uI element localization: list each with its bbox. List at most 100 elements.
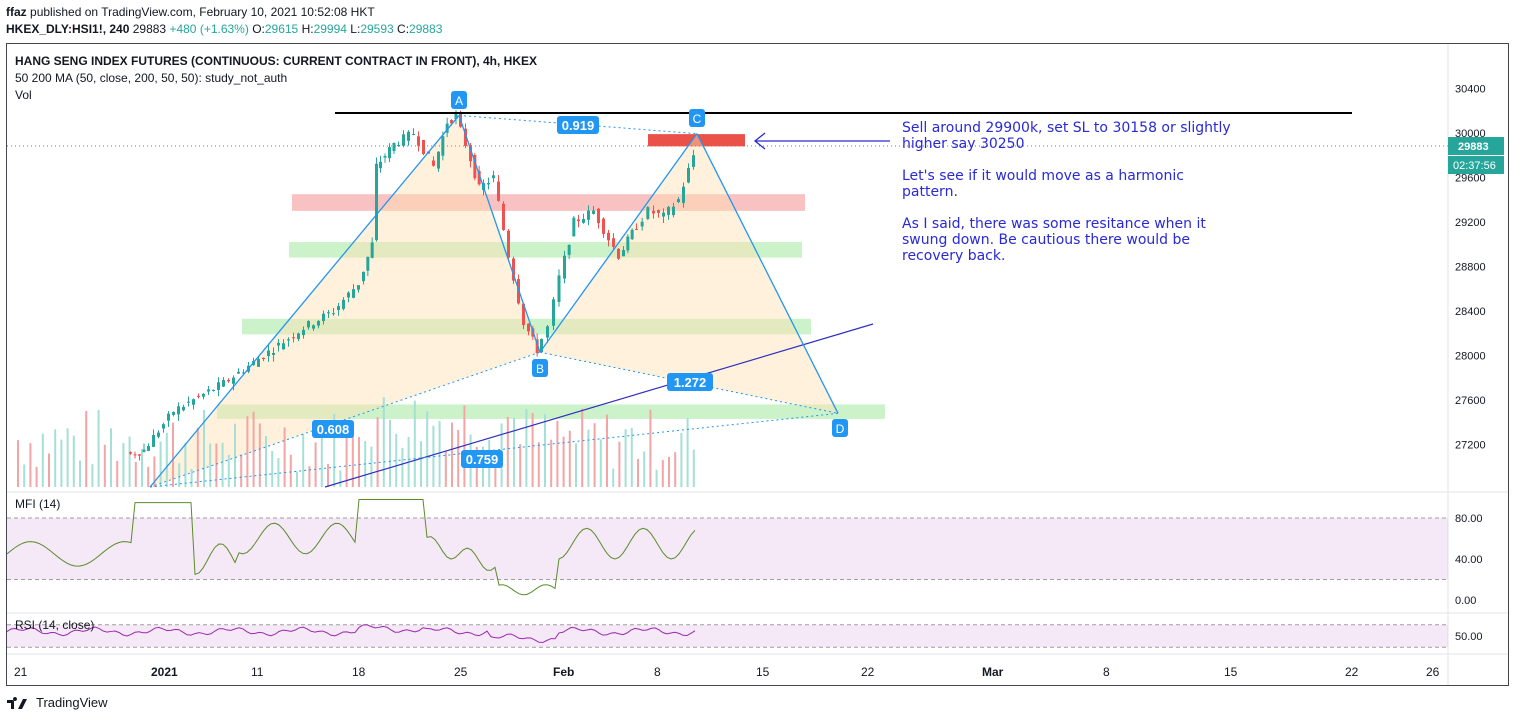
candle-body (157, 432, 160, 437)
volume-bar (227, 454, 230, 487)
volume-bar (203, 409, 205, 487)
volume-bar (531, 413, 534, 487)
volume-bar (382, 397, 385, 487)
trade-note: Sell around 29900k, set SL to 30158 or s… (902, 120, 1232, 280)
candle-body (527, 323, 530, 332)
volume-bar (165, 432, 168, 487)
time-tick-label: 8 (654, 665, 661, 679)
candle-body (432, 160, 435, 166)
candle-body (587, 210, 590, 220)
volume-bar (320, 433, 323, 487)
volume-bar (308, 466, 311, 487)
candle-body (417, 136, 420, 146)
volume-bar (141, 449, 143, 487)
candle-body (192, 399, 195, 405)
volume-bar (519, 444, 522, 487)
chart-canvas[interactable]: A B C D 0.919 0.608 1.272 0.759 30400 30000 29600 2… (7, 44, 1508, 685)
brand-name: TradingView (36, 695, 108, 710)
candle-body (383, 156, 387, 158)
price-tick-label: 30400 (1455, 84, 1486, 96)
volume-bar (35, 466, 38, 487)
volume-bar (258, 423, 261, 487)
zone-rect (648, 134, 745, 147)
candle-body (497, 181, 500, 201)
ma-legend[interactable]: 50 200 MA (50, close, 200, 50, 50): stud… (15, 71, 288, 85)
price-tick-label: 29600 (1455, 173, 1486, 185)
candle-body (552, 299, 555, 326)
volume-bar (97, 409, 100, 487)
volume-bar (60, 439, 63, 487)
volume-bar (128, 436, 131, 487)
ratio-label-ac: 0.919 (562, 118, 595, 133)
candle-body (464, 128, 467, 146)
time-tick-label: 21 (14, 665, 28, 679)
last-price-tag-bg (1448, 137, 1504, 156)
ratio-label-xb-bg (312, 420, 354, 438)
point-label-c-bg (689, 109, 705, 127)
candle-body (370, 242, 374, 258)
last-price-tag: 29883 (1458, 141, 1489, 153)
price-change: +480 (+1.63%) (169, 22, 249, 36)
time-tick-label: 8 (1103, 665, 1110, 679)
volume-bar (692, 449, 695, 487)
candle-body (667, 207, 670, 215)
volume-bar (339, 470, 342, 487)
point-label-c: C (693, 112, 702, 126)
author-name[interactable]: ffaz (6, 5, 27, 19)
price-tick-label: 28400 (1455, 306, 1486, 318)
candle-body (557, 275, 561, 302)
candle-body (312, 325, 315, 329)
pattern-fill-bcd (540, 133, 838, 414)
volume-bar (159, 441, 162, 487)
candle-body (563, 255, 566, 279)
high-label: H: (301, 22, 314, 36)
note-line-2: Let's see if it would move as a harmonic… (902, 168, 1184, 200)
candle-body (597, 208, 600, 224)
volume-bar (612, 468, 615, 487)
candle-body (388, 147, 391, 159)
tradingview-logo[interactable]: TradingView (6, 695, 108, 710)
volume-bar (668, 456, 670, 487)
candle-body (362, 271, 365, 282)
mfi-band (7, 518, 1448, 580)
point-label-a-bg (451, 91, 467, 109)
volume-bar (41, 433, 44, 487)
candle-body (242, 372, 245, 374)
candle-body (622, 249, 625, 257)
candle-body (392, 142, 396, 152)
candle-body (512, 258, 515, 281)
ratio-label-bd: 1.272 (674, 375, 707, 390)
volume-bar (103, 444, 106, 487)
candle-body (507, 230, 510, 258)
point-label-d-bg (832, 419, 848, 437)
candle-body (687, 167, 690, 183)
zone-rect (242, 318, 811, 335)
volume-bar (599, 439, 602, 487)
volume-bar (606, 414, 608, 487)
volume-bar (172, 422, 174, 487)
candle-body (352, 289, 355, 298)
volume-bar (680, 433, 683, 487)
vol-legend[interactable]: Vol (15, 88, 32, 102)
candle-body (692, 155, 695, 167)
volume-bar (444, 451, 447, 487)
pattern-leg-ab (458, 115, 541, 353)
mfi-legend[interactable]: MFI (14) (15, 497, 61, 511)
volume-bar (537, 442, 540, 487)
countdown-tag-bg (1448, 156, 1504, 175)
chart-frame[interactable]: A B C D 0.919 0.608 1.272 0.759 30400 30000 29600 2… (6, 43, 1509, 686)
volume-bar (221, 442, 224, 487)
candle-body (397, 144, 400, 146)
volume-bar (370, 446, 373, 487)
candle-body (207, 389, 210, 392)
volume-bar (196, 427, 199, 487)
volume-bar (686, 418, 689, 487)
rsi-legend[interactable]: RSI (14, close) (15, 618, 95, 632)
price-tick-label: 27600 (1455, 395, 1486, 407)
volume-bar (525, 408, 528, 487)
volume-bar (289, 454, 292, 487)
publisher-line: ffaz published on TradingView.com, Febru… (6, 5, 375, 19)
candle-body (202, 393, 205, 397)
note-line-3: As I said, there was some resitance when… (902, 216, 1206, 264)
volume-bar (209, 443, 212, 487)
